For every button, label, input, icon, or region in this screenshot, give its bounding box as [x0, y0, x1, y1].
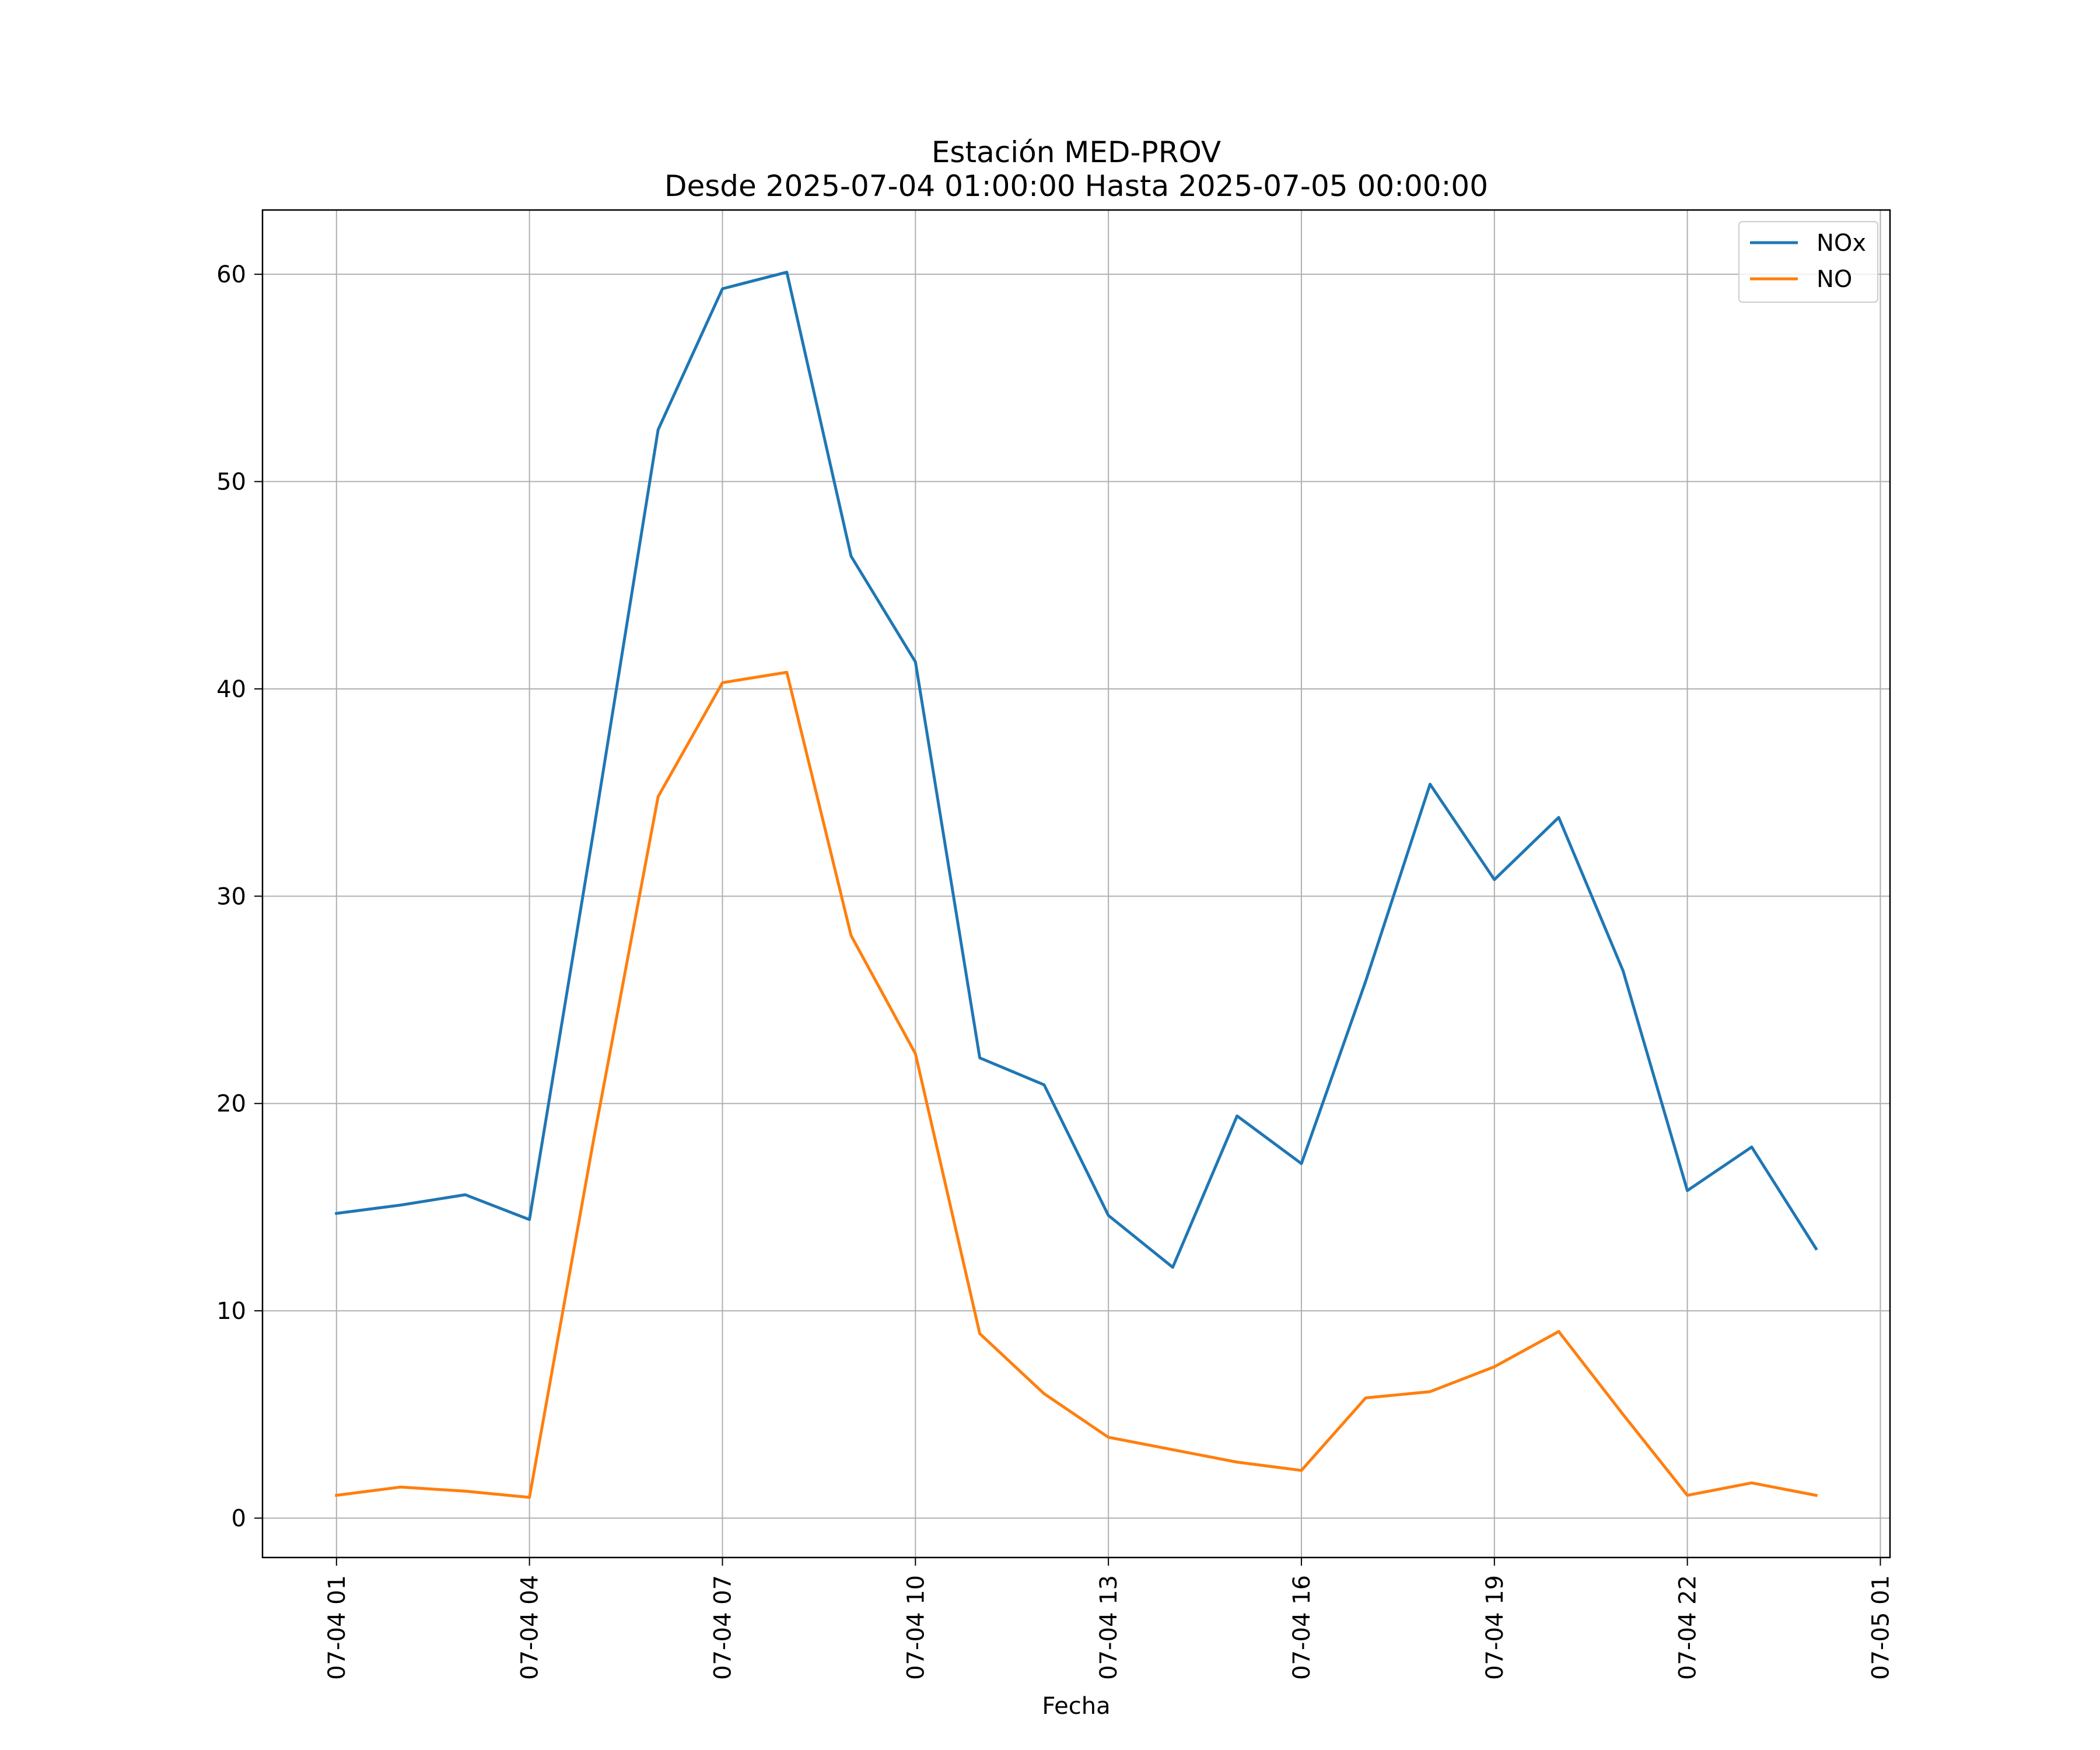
x-tick-label: 07-04 07	[709, 1575, 736, 1680]
series-line-nox	[334, 271, 1818, 1269]
plot-frame	[261, 209, 1891, 1559]
x-tick-label: 07-04 22	[1675, 1575, 1702, 1680]
y-tick-label: 10	[216, 1298, 246, 1325]
x-tick-label: 07-04 16	[1289, 1575, 1315, 1680]
y-axis-ticks: 0 10 20 30 40 50 60	[216, 261, 262, 1532]
x-axis-label: Fecha	[1042, 1693, 1110, 1720]
legend-label-nox: NOx	[1817, 230, 1866, 257]
y-tick-label: 50	[216, 469, 246, 496]
series-line-no	[335, 671, 1818, 1499]
y-tick-label: 20	[216, 1091, 246, 1118]
y-tick-label: 40	[216, 676, 246, 703]
grid-lines	[262, 210, 1890, 1558]
x-tick-label: 07-04 01	[324, 1575, 351, 1680]
y-tick-label: 30	[216, 883, 246, 910]
chart-subtitle: Desde 2025-07-04 01:00:00 Hasta 2025-07-…	[664, 169, 1488, 203]
x-tick-label: 07-04 10	[902, 1575, 929, 1680]
x-tick-label: 07-04 04	[517, 1575, 544, 1680]
x-axis-ticks: 07-04 01 07-04 04 07-04 07 07-04 10 07-04 13…	[324, 1558, 1894, 1680]
y-tick-label: 60	[216, 261, 246, 288]
legend-label-no: NO	[1817, 266, 1852, 293]
series-lines	[334, 271, 1818, 1499]
chart-title: Estación MED-PROV	[932, 135, 1221, 169]
x-tick-label: 07-04 13	[1096, 1575, 1122, 1680]
x-tick-label: 07-04 19	[1482, 1575, 1508, 1680]
x-tick-label: 07-05 01	[1867, 1575, 1894, 1680]
y-tick-label: 0	[232, 1505, 246, 1532]
legend: NOx NO	[1738, 221, 1878, 303]
